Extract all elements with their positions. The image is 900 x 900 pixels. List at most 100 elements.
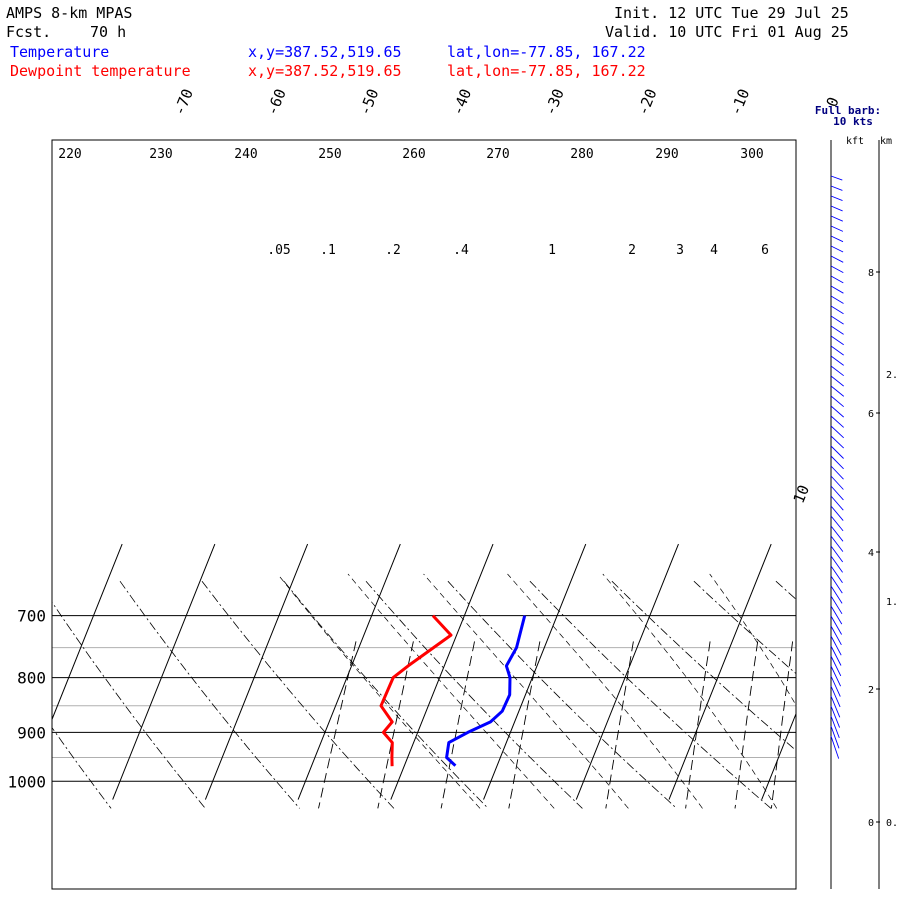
legend-temperature-xy: x,y=387.52,519.65 — [248, 43, 402, 61]
isotherm-line — [668, 543, 772, 800]
dry-adiabat — [529, 580, 772, 809]
wind-barb — [830, 565, 843, 583]
wind-barb — [830, 335, 844, 346]
dry-adiabat — [693, 580, 796, 675]
dry-adiabat-label: 270 — [486, 147, 509, 162]
km-axis-label: km — [880, 136, 892, 147]
wind-barb — [830, 345, 844, 356]
wind-barb — [830, 395, 844, 408]
mixing-ratio-label: .1 — [320, 243, 336, 258]
mixing-ratio-label: 4 — [710, 243, 718, 258]
temperature-trace — [445, 615, 527, 767]
km-tick-label: 0. — [886, 818, 898, 829]
wind-barb — [830, 645, 842, 666]
wind-barb — [830, 615, 842, 635]
dry-adiabat — [365, 580, 583, 809]
wind-barb — [830, 635, 842, 656]
wind-barb — [830, 275, 844, 284]
dry-adiabat-label: 280 — [570, 147, 593, 162]
wind-barb — [830, 625, 842, 646]
wind-barb — [830, 325, 844, 335]
wind-barb — [830, 215, 843, 222]
isotherm-line — [854, 544, 900, 799]
wind-barb — [830, 265, 844, 273]
dry-adiabat-label: 290 — [655, 147, 678, 162]
wind-barb — [830, 225, 844, 232]
isotherm-label: 10 — [790, 482, 813, 505]
legend-dewpoint-xy: x,y=387.52,519.65 — [248, 62, 402, 80]
wind-barb — [830, 555, 843, 573]
dry-adiabat-label: 250 — [318, 147, 341, 162]
wind-barb — [830, 175, 843, 181]
kft-axis-label: kft — [846, 136, 864, 147]
wind-barb — [830, 715, 840, 739]
forecast-value: 70 h — [90, 23, 127, 41]
model-title: AMPS 8-km MPAS — [6, 4, 133, 22]
isotherm-line — [483, 543, 587, 800]
wind-barb — [830, 505, 844, 521]
wind-barb — [830, 665, 842, 687]
mixing-ratio-line — [318, 641, 357, 809]
moist-adiabat — [602, 573, 778, 809]
dry-adiabat — [283, 580, 489, 809]
legend-dewpoint-label: Dewpoint temperature — [10, 62, 191, 80]
isotherm-label: -10 — [727, 86, 754, 118]
dry-adiabat-label: 260 — [402, 147, 425, 162]
wind-barb — [830, 685, 841, 708]
legend-temperature-label: Temperature — [10, 43, 110, 61]
kft-tick-label: 4 — [868, 548, 874, 559]
wind-barb — [830, 705, 841, 728]
mixing-ratio-label: .05 — [267, 243, 290, 258]
kft-tick-label: 0 — [868, 818, 874, 829]
isotherm-label: -70 — [170, 86, 197, 118]
mixing-ratio-label: 2 — [628, 243, 636, 258]
mixing-ratio-line — [770, 641, 794, 809]
isotherm-line — [112, 543, 216, 800]
wind-barb — [830, 435, 845, 449]
wind-barb — [830, 485, 844, 501]
wind-barb — [830, 455, 844, 470]
wind-barb — [830, 515, 844, 532]
mixing-ratio-label: 3 — [676, 243, 684, 258]
isotherm-label: -30 — [541, 86, 568, 118]
dry-adiabat — [201, 580, 395, 809]
wind-barb — [830, 305, 844, 315]
dry-adiabat-label: 240 — [234, 147, 257, 162]
moist-adiabat — [507, 573, 703, 809]
wind-barb — [830, 205, 843, 212]
wind-barb — [830, 425, 845, 439]
wind-barb — [830, 735, 840, 759]
wind-barb — [830, 595, 843, 615]
barb-note-line1: Full barb: — [815, 104, 881, 117]
wind-barb — [830, 405, 844, 418]
isotherm-label: -60 — [263, 86, 290, 118]
wind-barb — [830, 365, 844, 377]
wind-barb — [830, 695, 841, 718]
dry-adiabat-label: 300 — [740, 147, 763, 162]
pressure-tick-label: 700 — [17, 607, 46, 626]
wind-barb — [830, 535, 844, 552]
wind-barb — [830, 465, 844, 480]
pressure-tick-label: 800 — [17, 669, 46, 688]
moist-adiabat — [347, 573, 555, 809]
isotherm-line — [575, 543, 679, 800]
isotherm-label: -50 — [356, 86, 383, 118]
wind-barb — [830, 575, 843, 594]
mixing-ratio-line — [734, 641, 759, 809]
wind-barb — [830, 525, 844, 542]
mixing-ratio-label: 1 — [548, 243, 556, 258]
wind-barb — [830, 235, 844, 243]
km-tick-label: 2. — [886, 370, 898, 381]
moist-adiabat — [709, 573, 796, 706]
mixing-ratio-label: 6 — [761, 243, 769, 258]
init-time: Init. 12 UTC Tue 29 Jul 25 — [614, 4, 849, 22]
legend-temperature-latlon: lat,lon=-77.85, 167.22 — [447, 43, 646, 61]
wind-barb — [830, 295, 844, 304]
mixing-ratio-line — [685, 641, 711, 809]
isotherm-line — [204, 543, 309, 800]
dry-adiabat-label: 230 — [149, 147, 172, 162]
wind-barb — [830, 445, 844, 459]
dry-adiabat — [52, 601, 206, 809]
km-tick-label: 1. — [886, 597, 898, 608]
dry-adiabat — [447, 580, 677, 809]
